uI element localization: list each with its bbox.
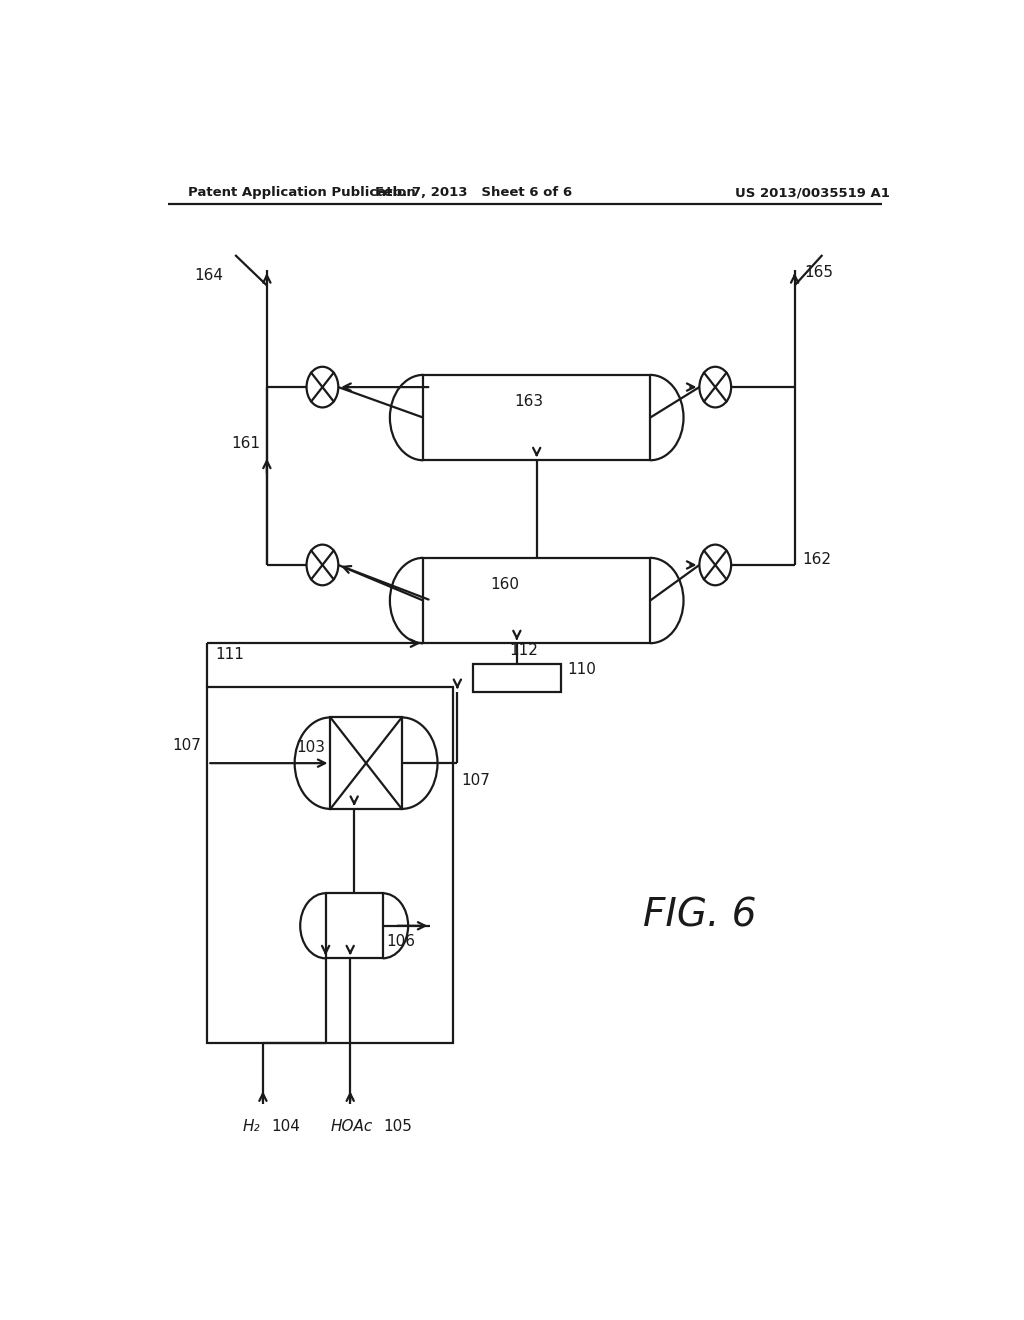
Bar (207, 686, 454, 1043)
Text: FIG. 6: FIG. 6 (643, 896, 756, 935)
Text: 107: 107 (172, 738, 201, 752)
Text: 165: 165 (804, 265, 834, 280)
Bar (326, 894, 383, 958)
Bar (423, 558, 650, 643)
Text: 105: 105 (384, 1119, 413, 1134)
Text: 161: 161 (231, 436, 260, 450)
Bar (473, 664, 560, 692)
Circle shape (306, 367, 338, 408)
Text: 164: 164 (195, 268, 223, 282)
Bar (331, 718, 401, 809)
Text: 163: 163 (514, 395, 544, 409)
Text: 160: 160 (490, 577, 519, 593)
Text: US 2013/0035519 A1: US 2013/0035519 A1 (734, 186, 890, 199)
Text: Patent Application Publication: Patent Application Publication (187, 186, 416, 199)
Text: 162: 162 (803, 552, 831, 568)
Text: 104: 104 (270, 1119, 300, 1134)
Text: HOAc: HOAc (331, 1119, 373, 1134)
Text: 110: 110 (567, 663, 596, 677)
Text: 106: 106 (387, 935, 416, 949)
Text: 111: 111 (215, 647, 244, 661)
Circle shape (699, 367, 731, 408)
Text: H₂: H₂ (243, 1119, 261, 1134)
Text: 103: 103 (296, 741, 325, 755)
Text: Feb. 7, 2013   Sheet 6 of 6: Feb. 7, 2013 Sheet 6 of 6 (375, 186, 571, 199)
Text: 112: 112 (509, 643, 538, 659)
Circle shape (699, 545, 731, 585)
Circle shape (306, 545, 338, 585)
Bar (423, 375, 650, 461)
Text: 107: 107 (461, 774, 490, 788)
